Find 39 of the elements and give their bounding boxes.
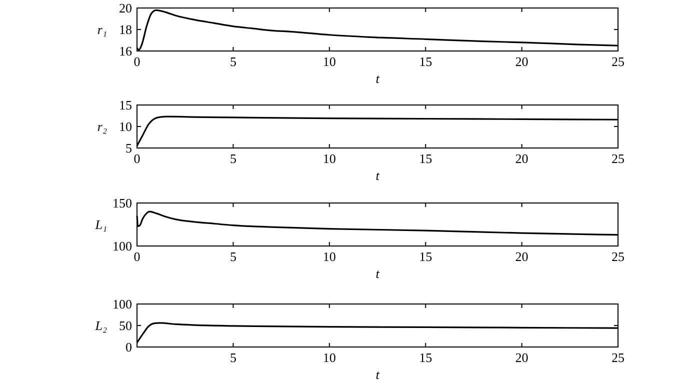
x-tick-label: 15 [419,54,432,69]
x-tick-label: 5 [230,151,236,166]
x-axis-title: t [376,168,380,183]
x-axis-title: t [376,367,380,382]
y-tick-label: 100 [112,296,132,312]
x-tick-label: 25 [612,54,624,69]
x-tick-label: 10 [322,151,336,166]
y-tick-label: 15 [119,98,132,113]
x-tick-label: 20 [515,151,528,166]
x-tick-label: 25 [612,249,624,264]
x-tick-label: 20 [515,54,528,69]
y-axis-title: r₂ [97,119,108,134]
x-tick-label: 15 [419,151,432,166]
x-tick-label: 20 [515,249,528,264]
y-axis-title: L₂ [94,318,108,334]
y-axis-title: L₁ [94,217,107,232]
x-tick-label: 15 [419,350,432,365]
y-tick-label: 100 [112,238,132,254]
y-tick-label: 20 [119,0,132,16]
y-tick-label: 150 [112,196,132,211]
x-axis-title: t [376,266,380,281]
x-tick-label: 25 [612,151,624,166]
y-tick-label: 50 [119,318,132,334]
y-tick-label: 18 [119,22,132,38]
x-tick-label: 15 [419,249,432,264]
x-tick-label: 5 [230,350,236,365]
x-tick-label: 10 [322,350,336,365]
x-axis-title: t [376,71,380,86]
y-tick-label: 16 [119,44,132,59]
x-tick-label: 10 [322,54,336,69]
x-tick-label: 20 [515,350,528,365]
y-tick-label: 5 [126,140,132,156]
y-axis-title: r₁ [97,22,107,38]
y-tick-label: 10 [119,119,132,134]
x-tick-label: 5 [230,54,236,69]
y-tick-label: 0 [126,340,132,355]
x-tick-label: 25 [612,350,624,365]
x-tick-label: 10 [322,249,336,264]
x-tick-label: 5 [230,249,236,264]
